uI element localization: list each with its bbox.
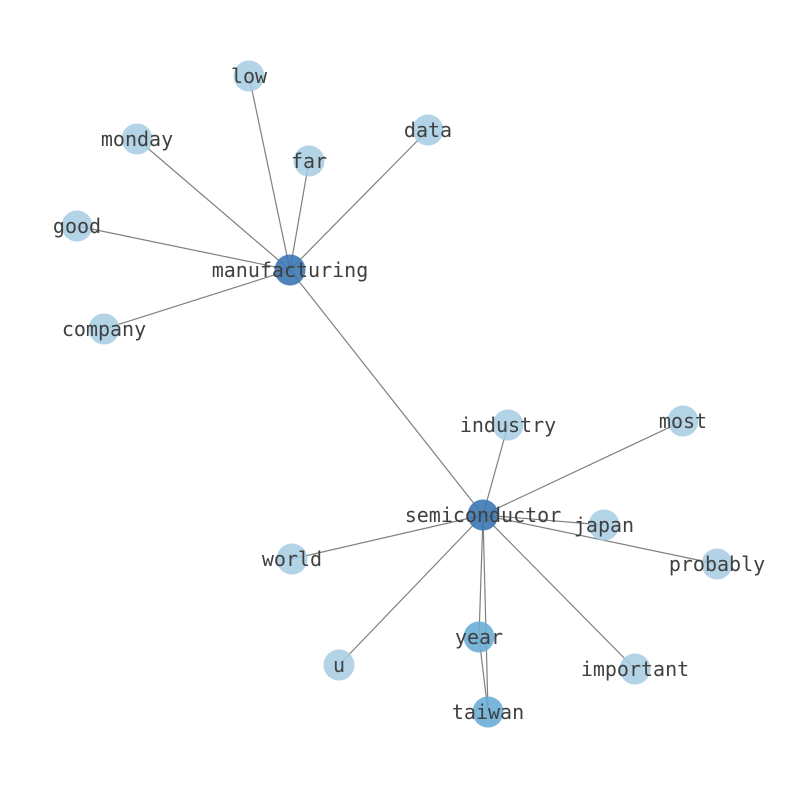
edge-semiconductor-world (291, 514, 484, 560)
edge-semiconductor-taiwan (482, 514, 489, 713)
node-label-year: year (455, 625, 503, 649)
node-label-probably: probably (669, 552, 765, 576)
edge-manufacturing-low (248, 75, 291, 271)
node-label-far: far (291, 149, 327, 173)
edge-manufacturing-far (289, 160, 310, 271)
node-manufacturing (274, 254, 306, 286)
edge-semiconductor-industry (482, 424, 509, 516)
node-monday (121, 123, 153, 155)
node-label-world: world (262, 547, 322, 571)
node-important (619, 653, 651, 685)
edge-semiconductor-japan (482, 514, 605, 526)
node-label-manufacturing: manufacturing (212, 258, 369, 282)
node-label-semiconductor: semiconductor (405, 503, 562, 527)
node-data (412, 114, 444, 146)
edge-semiconductor-most (482, 420, 684, 516)
node-year (463, 621, 495, 653)
node-label-japan: japan (574, 513, 634, 537)
nodes (61, 60, 733, 728)
node-low (233, 60, 265, 92)
edge-semiconductor-year (478, 514, 484, 638)
node-world (276, 543, 308, 575)
node-probably (701, 548, 733, 580)
node-u (323, 649, 355, 681)
node-label-taiwan: taiwan (452, 700, 524, 724)
node-good (61, 210, 93, 242)
edges (76, 75, 718, 713)
node-most (667, 405, 699, 437)
node-label-data: data (404, 118, 452, 142)
node-label-u: u (333, 653, 345, 677)
edge-manufacturing-data (289, 129, 429, 271)
node-label-low: low (231, 64, 268, 88)
node-far (293, 145, 325, 177)
edge-manufacturing-semiconductor (289, 269, 484, 516)
node-label-industry: industry (460, 413, 556, 437)
edge-semiconductor-u (338, 514, 484, 666)
node-label-monday: monday (101, 127, 173, 151)
edge-manufacturing-good (76, 225, 291, 271)
node-company (88, 313, 120, 345)
node-label-company: company (62, 317, 146, 341)
node-label-important: important (581, 657, 689, 681)
node-label-good: good (53, 214, 101, 238)
labels: manufacturing semiconductor low monday far da… (53, 64, 765, 724)
node-japan (588, 509, 620, 541)
node-industry (492, 409, 524, 441)
edge-manufacturing-company (103, 269, 291, 330)
edge-manufacturing-monday (136, 138, 291, 271)
node-label-most: most (659, 409, 707, 433)
node-taiwan (472, 696, 504, 728)
node-semiconductor (467, 499, 499, 531)
edge-semiconductor-important (482, 514, 636, 670)
